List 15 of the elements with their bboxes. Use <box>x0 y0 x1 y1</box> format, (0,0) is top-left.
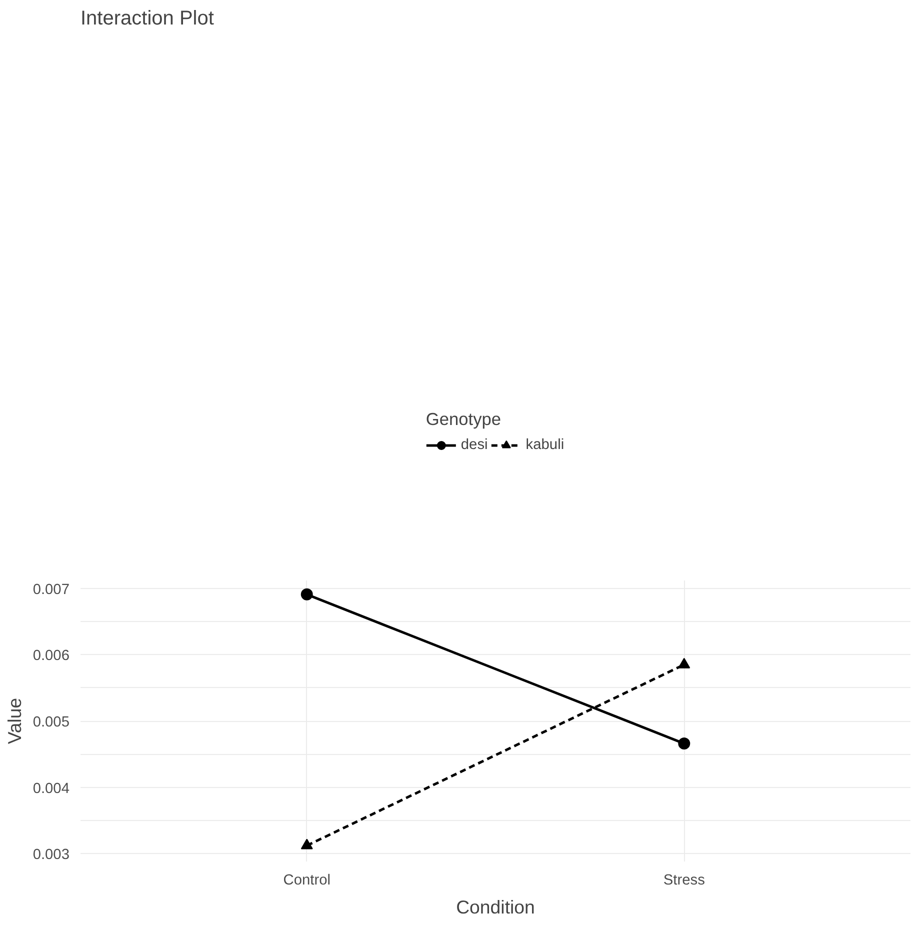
x-axis-title: Condition <box>456 896 535 918</box>
x-tick-label: Stress <box>663 872 705 888</box>
y-tick-label: 0.004 <box>32 780 70 797</box>
legend-label: desi <box>460 437 488 453</box>
legend-label: kabuli <box>526 437 564 453</box>
y-tick-label: 0.005 <box>32 714 70 730</box>
y-axis-title: Value <box>4 698 25 744</box>
point <box>300 588 313 600</box>
y-tick-label: 0.003 <box>32 847 70 864</box>
point <box>678 738 690 750</box>
y-tick-label: 0.007 <box>32 582 70 598</box>
y-tick-label: 0.006 <box>32 648 70 664</box>
chart-title: Interaction Plot <box>80 8 214 30</box>
x-tick-label: Control <box>283 872 330 888</box>
legend-title: Genotype <box>426 409 502 430</box>
